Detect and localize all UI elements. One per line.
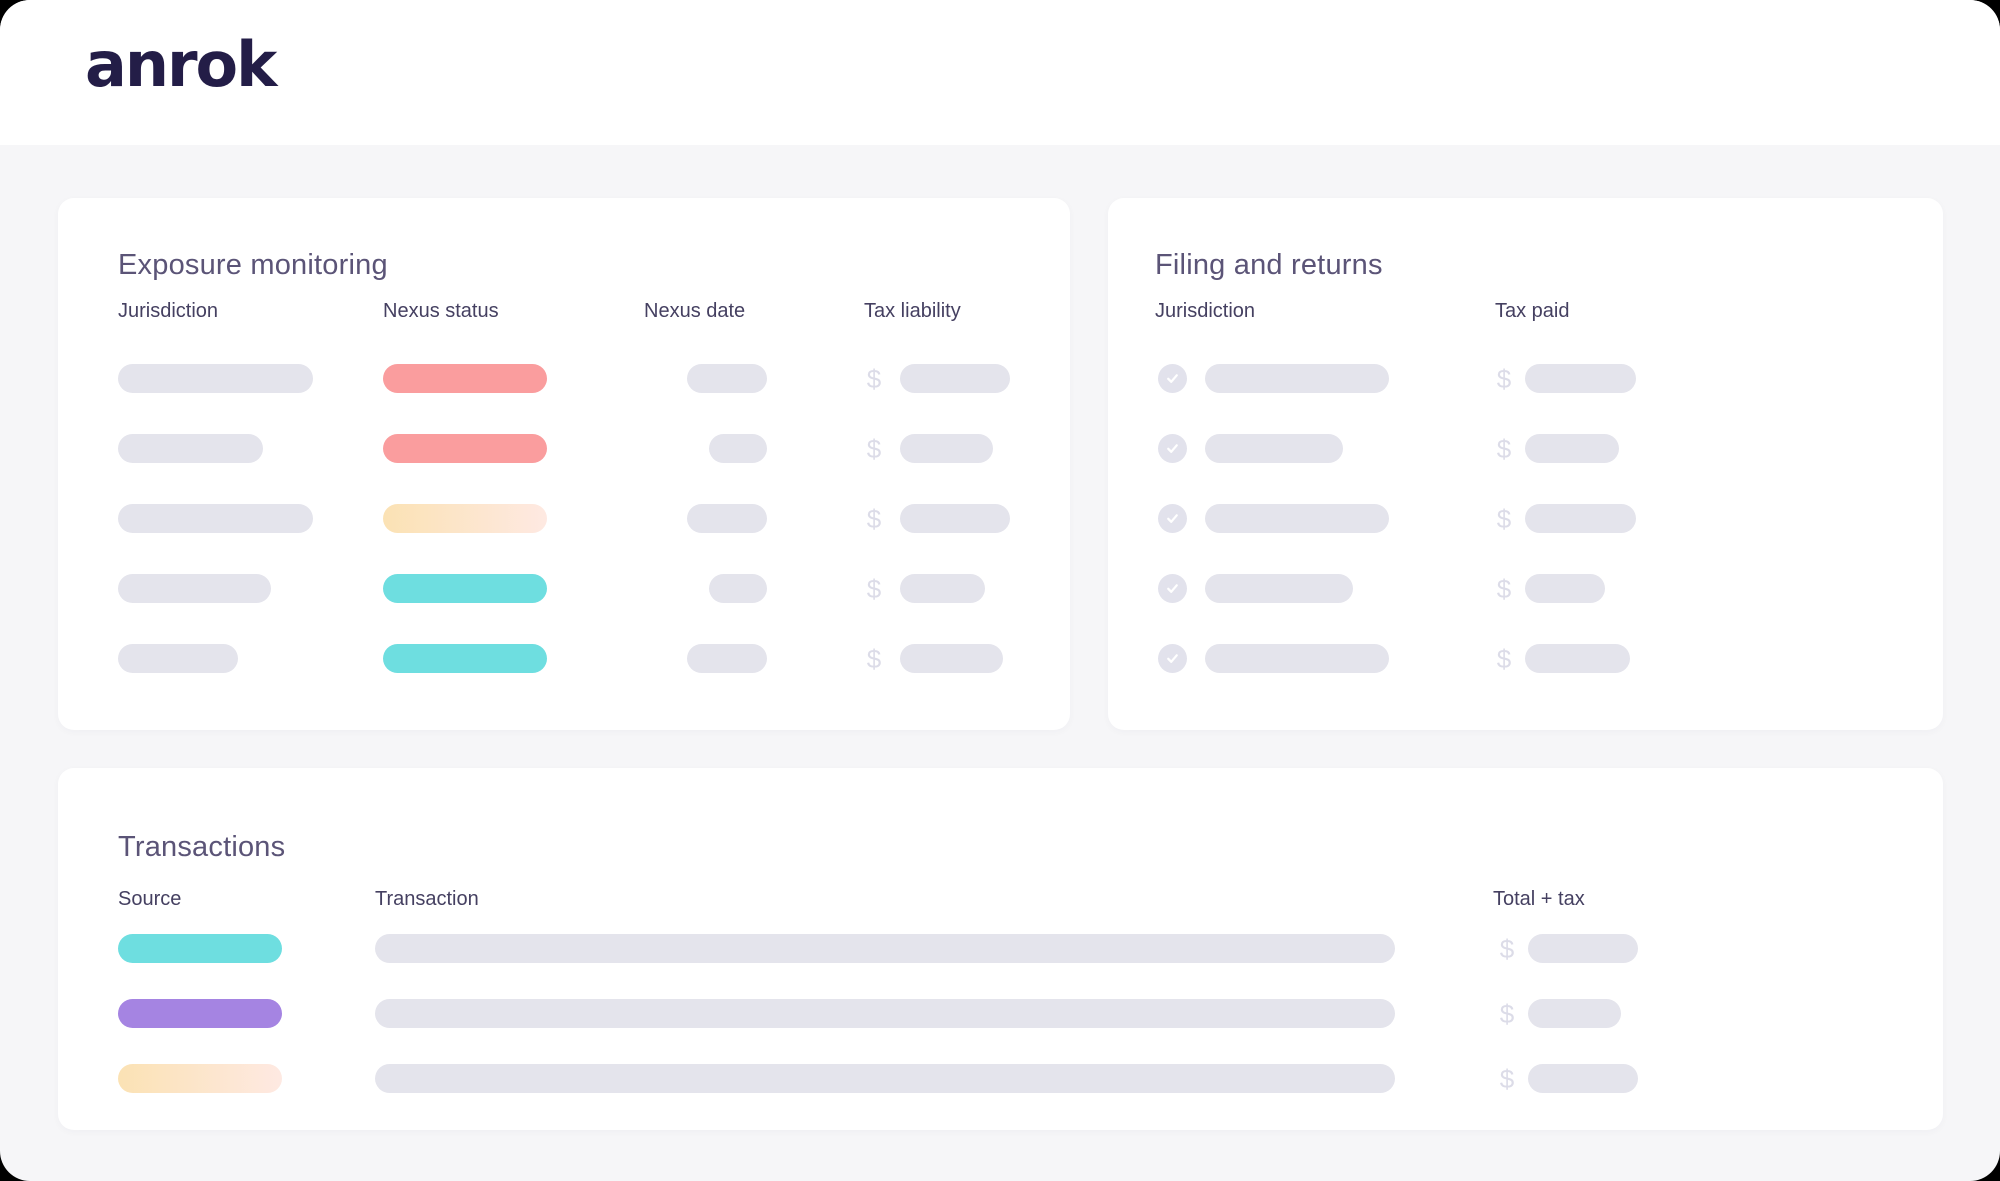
currency-symbol: $ xyxy=(1499,1064,1515,1094)
nexus-status-pill xyxy=(383,504,547,533)
nexus-date-pill xyxy=(687,364,767,393)
jurisdiction-pill xyxy=(118,574,271,603)
total-tax-pill xyxy=(1528,934,1638,963)
jurisdiction-pill xyxy=(1205,574,1353,603)
header-bar: anrok xyxy=(0,0,2000,145)
tax-liability-pill xyxy=(900,644,1003,673)
column-header-jurisdiction: Jurisdiction xyxy=(118,300,219,322)
jurisdiction-pill xyxy=(118,364,313,393)
anrok-logo: anrok xyxy=(85,28,277,101)
jurisdiction-pill xyxy=(1205,644,1389,673)
filing-row: $ xyxy=(1108,644,1943,674)
currency-symbol: $ xyxy=(1496,644,1512,674)
column-header-nexus-date: Nexus date xyxy=(644,300,746,322)
jurisdiction-pill xyxy=(118,504,313,533)
jurisdiction-pill xyxy=(1205,434,1343,463)
transaction-row: $ xyxy=(58,999,1943,1029)
currency-symbol: $ xyxy=(866,574,882,604)
tax-paid-pill xyxy=(1525,644,1630,673)
nexus-status-pill xyxy=(383,644,547,673)
source-pill xyxy=(118,1064,282,1093)
nexus-date-pill xyxy=(687,644,767,673)
filed-check-icon xyxy=(1158,434,1187,463)
tax-liability-pill xyxy=(900,434,993,463)
exposure-row: $ xyxy=(58,644,1070,674)
transaction-row: $ xyxy=(58,1064,1943,1094)
currency-symbol: $ xyxy=(866,434,882,464)
nexus-date-pill xyxy=(687,504,767,533)
jurisdiction-pill xyxy=(118,644,238,673)
filing-row: $ xyxy=(1108,434,1943,464)
filing-returns-card: Filing and returns Jurisdiction Tax paid… xyxy=(1108,198,1943,730)
nexus-status-pill xyxy=(383,574,547,603)
exposure-row: $ xyxy=(58,364,1070,394)
currency-symbol: $ xyxy=(1496,504,1512,534)
exposure-monitoring-card: Exposure monitoring Jurisdiction Nexus s… xyxy=(58,198,1070,730)
nexus-status-pill xyxy=(383,364,547,393)
column-header-tax-liability: Tax liability xyxy=(864,300,961,322)
total-tax-pill xyxy=(1528,999,1621,1028)
nexus-date-pill xyxy=(709,574,767,603)
column-header-tax-paid: Tax paid xyxy=(1495,300,1570,322)
exposure-card-title: Exposure monitoring xyxy=(118,249,388,281)
jurisdiction-pill xyxy=(1205,504,1389,533)
transaction-pill xyxy=(375,999,1395,1028)
source-pill xyxy=(118,934,282,963)
column-header-jurisdiction: Jurisdiction xyxy=(1155,300,1256,322)
tax-liability-pill xyxy=(900,574,985,603)
filed-check-icon xyxy=(1158,644,1187,673)
tax-paid-pill xyxy=(1525,504,1636,533)
currency-symbol: $ xyxy=(1496,574,1512,604)
currency-symbol: $ xyxy=(866,364,882,394)
filed-check-icon xyxy=(1158,504,1187,533)
column-header-transaction: Transaction xyxy=(375,888,479,910)
filing-row: $ xyxy=(1108,504,1943,534)
filed-check-icon xyxy=(1158,364,1187,393)
transaction-pill xyxy=(375,1064,1395,1093)
tax-paid-pill xyxy=(1525,364,1636,393)
nexus-status-pill xyxy=(383,434,547,463)
column-header-nexus-status: Nexus status xyxy=(383,300,499,322)
currency-symbol: $ xyxy=(1499,999,1515,1029)
filing-row: $ xyxy=(1108,364,1943,394)
tax-liability-pill xyxy=(900,504,1010,533)
total-tax-pill xyxy=(1528,1064,1638,1093)
tax-paid-pill xyxy=(1525,574,1605,603)
exposure-row: $ xyxy=(58,504,1070,534)
exposure-row: $ xyxy=(58,574,1070,604)
tax-paid-pill xyxy=(1525,434,1619,463)
jurisdiction-pill xyxy=(1205,364,1389,393)
currency-symbol: $ xyxy=(1499,934,1515,964)
filing-row: $ xyxy=(1108,574,1943,604)
transactions-card-title: Transactions xyxy=(118,831,286,863)
currency-symbol: $ xyxy=(866,644,882,674)
currency-symbol: $ xyxy=(1496,364,1512,394)
filing-card-title: Filing and returns xyxy=(1155,249,1383,281)
column-header-total-tax: Total + tax xyxy=(1493,888,1585,910)
jurisdiction-pill xyxy=(118,434,263,463)
filed-check-icon xyxy=(1158,574,1187,603)
transactions-card: Transactions Source Transaction Total + … xyxy=(58,768,1943,1130)
currency-symbol: $ xyxy=(866,504,882,534)
transaction-pill xyxy=(375,934,1395,963)
currency-symbol: $ xyxy=(1496,434,1512,464)
nexus-date-pill xyxy=(709,434,767,463)
source-pill xyxy=(118,999,282,1028)
column-header-source: Source xyxy=(118,888,182,910)
transaction-row: $ xyxy=(58,934,1943,964)
tax-liability-pill xyxy=(900,364,1010,393)
exposure-row: $ xyxy=(58,434,1070,464)
